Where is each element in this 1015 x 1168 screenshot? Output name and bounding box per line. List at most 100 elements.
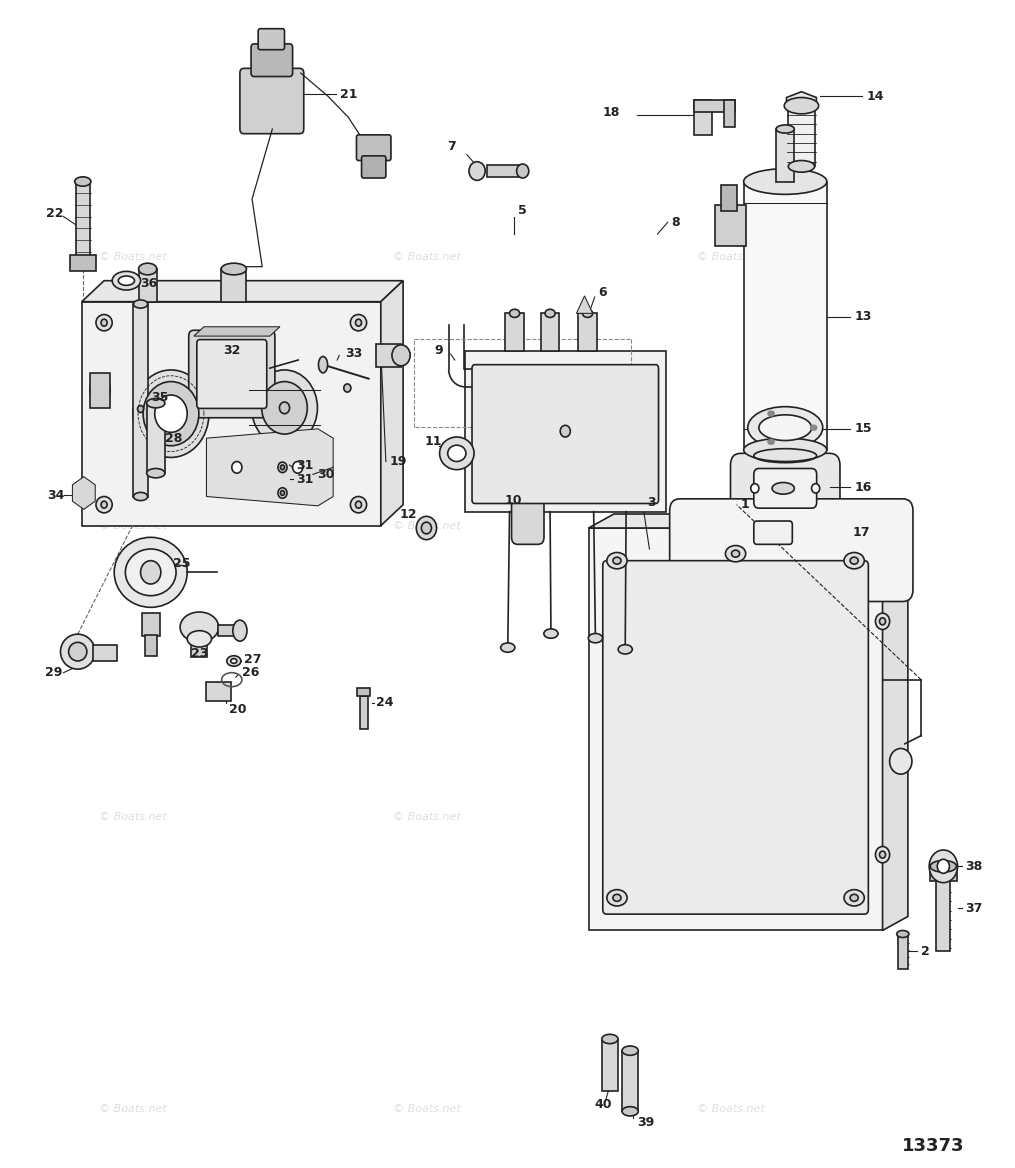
Ellipse shape <box>232 620 247 641</box>
Text: © Boats.net: © Boats.net <box>696 1104 764 1114</box>
Ellipse shape <box>622 1106 638 1115</box>
Bar <box>505 313 524 350</box>
Ellipse shape <box>279 402 289 413</box>
Bar <box>221 269 247 301</box>
Text: 39: 39 <box>637 1117 655 1129</box>
Text: 10: 10 <box>504 494 522 507</box>
Ellipse shape <box>61 634 95 669</box>
Ellipse shape <box>350 314 366 331</box>
Text: © Boats.net: © Boats.net <box>393 521 460 530</box>
Bar <box>789 105 815 166</box>
Ellipse shape <box>344 384 351 392</box>
Ellipse shape <box>137 405 143 412</box>
Text: 25: 25 <box>173 556 191 570</box>
Ellipse shape <box>876 847 889 863</box>
FancyBboxPatch shape <box>754 521 793 544</box>
Ellipse shape <box>776 125 795 133</box>
Ellipse shape <box>133 370 209 458</box>
Ellipse shape <box>146 398 164 408</box>
Ellipse shape <box>772 482 795 494</box>
Polygon shape <box>787 92 816 114</box>
Ellipse shape <box>113 271 140 290</box>
Polygon shape <box>72 477 95 509</box>
Ellipse shape <box>896 931 908 938</box>
Text: 34: 34 <box>48 489 65 502</box>
FancyBboxPatch shape <box>189 331 275 418</box>
Bar <box>206 682 230 701</box>
Text: 38: 38 <box>965 860 983 872</box>
Ellipse shape <box>355 319 361 326</box>
Ellipse shape <box>69 642 87 661</box>
Ellipse shape <box>226 655 241 666</box>
Text: 11: 11 <box>424 436 442 449</box>
Ellipse shape <box>929 850 957 883</box>
Text: 16: 16 <box>855 481 872 494</box>
Ellipse shape <box>102 319 108 326</box>
Text: 3: 3 <box>648 496 656 509</box>
FancyBboxPatch shape <box>356 134 391 160</box>
Polygon shape <box>82 280 403 301</box>
Ellipse shape <box>469 161 485 180</box>
Bar <box>930 865 956 882</box>
Ellipse shape <box>768 439 774 444</box>
Text: 21: 21 <box>340 88 357 100</box>
Polygon shape <box>381 280 403 526</box>
Ellipse shape <box>618 645 632 654</box>
Ellipse shape <box>545 310 555 318</box>
Ellipse shape <box>613 557 621 564</box>
Bar <box>359 696 367 729</box>
Text: 15: 15 <box>855 423 872 436</box>
Ellipse shape <box>119 276 135 285</box>
Bar <box>487 165 523 176</box>
Ellipse shape <box>115 537 187 607</box>
Bar <box>144 635 156 656</box>
Ellipse shape <box>134 493 147 501</box>
Text: © Boats.net: © Boats.net <box>98 1104 166 1114</box>
Ellipse shape <box>732 550 740 557</box>
Bar <box>90 373 111 408</box>
Bar <box>76 181 90 257</box>
Ellipse shape <box>355 501 361 508</box>
FancyBboxPatch shape <box>361 155 386 178</box>
Ellipse shape <box>262 382 308 434</box>
Bar <box>134 304 147 496</box>
Ellipse shape <box>607 890 627 906</box>
Ellipse shape <box>744 168 827 194</box>
Text: 5: 5 <box>518 204 527 217</box>
Bar <box>191 639 207 658</box>
Ellipse shape <box>517 164 529 178</box>
Text: 29: 29 <box>46 666 63 679</box>
FancyBboxPatch shape <box>603 561 869 915</box>
Bar <box>694 99 735 111</box>
Ellipse shape <box>937 860 949 874</box>
Bar <box>589 528 882 931</box>
FancyBboxPatch shape <box>472 364 659 503</box>
Polygon shape <box>206 429 333 506</box>
Bar <box>357 688 369 696</box>
Text: 19: 19 <box>390 456 407 468</box>
Polygon shape <box>577 296 593 313</box>
Text: © Boats.net: © Boats.net <box>393 252 460 263</box>
Ellipse shape <box>751 484 759 493</box>
Ellipse shape <box>96 314 113 331</box>
Ellipse shape <box>510 310 520 318</box>
Text: 17: 17 <box>853 526 870 540</box>
Ellipse shape <box>930 861 956 872</box>
Ellipse shape <box>280 491 284 495</box>
Text: © Boats.net: © Boats.net <box>696 252 764 263</box>
Bar <box>70 255 96 271</box>
Text: 36: 36 <box>140 277 157 290</box>
Ellipse shape <box>726 545 746 562</box>
Text: 27: 27 <box>244 653 262 666</box>
Ellipse shape <box>280 465 284 470</box>
FancyBboxPatch shape <box>670 499 912 602</box>
Bar <box>722 185 737 210</box>
Ellipse shape <box>844 552 865 569</box>
Bar <box>716 204 746 245</box>
Bar <box>541 313 559 350</box>
Ellipse shape <box>622 1047 638 1056</box>
Ellipse shape <box>889 749 911 774</box>
Text: 28: 28 <box>164 432 183 445</box>
Ellipse shape <box>876 613 889 630</box>
Polygon shape <box>882 514 907 931</box>
